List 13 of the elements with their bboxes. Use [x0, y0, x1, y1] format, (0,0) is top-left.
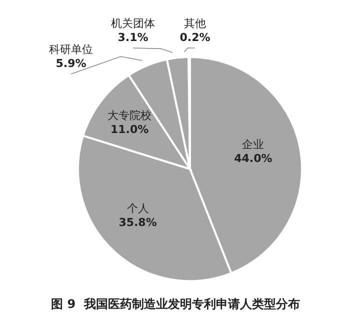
slice-label: 机关团体	[111, 17, 155, 30]
data-label: 5.9%	[56, 57, 86, 70]
data-label: 35.8%	[118, 216, 157, 229]
data-label: 3.1%	[118, 31, 148, 44]
slice-label: 企业	[242, 138, 264, 151]
text: 图 9 我国医药制造业发明专利申请人类型分布	[51, 297, 300, 311]
data-label: 11.0%	[110, 123, 149, 136]
slice-label: 个人	[126, 202, 149, 215]
data-label: 44.0%	[234, 152, 272, 165]
slice-label: 科研单位	[49, 43, 93, 56]
slice-label: 大专院校	[108, 109, 152, 122]
data-label: 0.2%	[180, 31, 210, 44]
slice-label: 其他	[184, 17, 206, 30]
